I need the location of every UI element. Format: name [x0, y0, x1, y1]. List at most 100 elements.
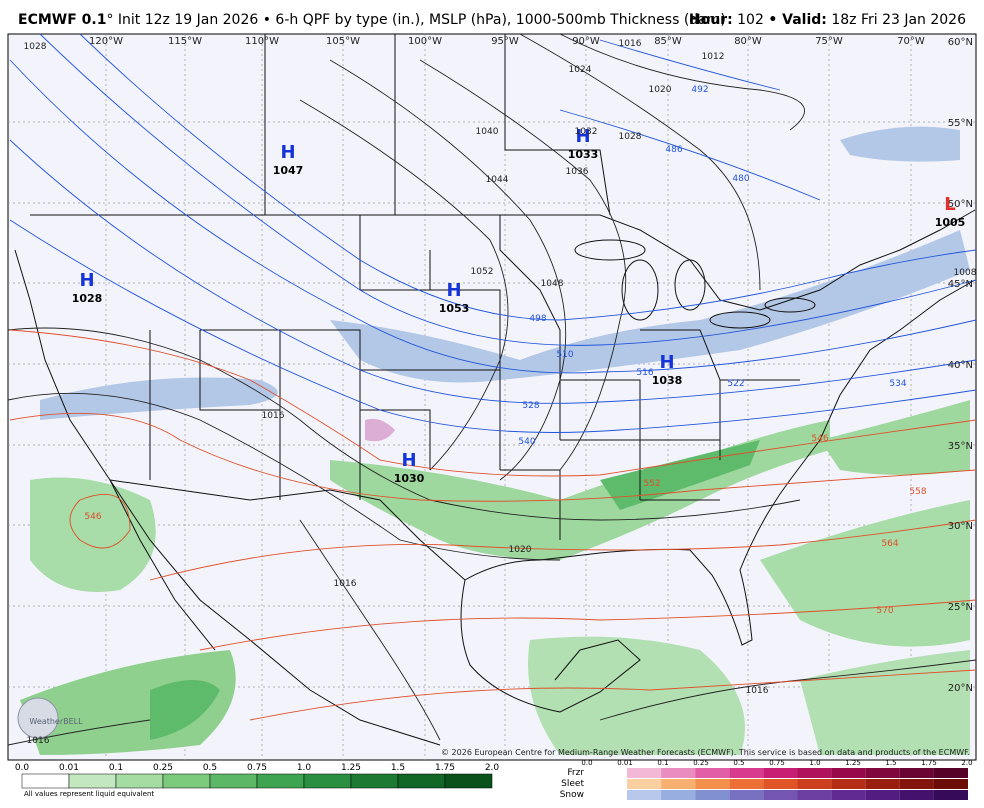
type-tick: 1.5	[885, 760, 896, 767]
type-swatch	[933, 779, 968, 789]
isobar-label: 1052	[471, 267, 494, 277]
precipitation	[20, 126, 970, 755]
latitude-label: 20°N	[948, 683, 973, 694]
rain-tick: 0.0	[15, 763, 30, 773]
pressure-letter: H	[79, 270, 94, 291]
pressure-value: 1005	[935, 216, 966, 229]
type-swatch	[865, 790, 900, 800]
type-tick: 1.75	[921, 760, 937, 767]
type-swatch	[763, 768, 798, 778]
type-tick: 0.5	[733, 760, 744, 767]
valid: 18z Fri 23 Jan 2026	[831, 12, 966, 28]
longitude-label: 70°W	[897, 36, 925, 47]
type-tick: 0.0	[581, 760, 592, 767]
type-swatch	[695, 768, 730, 778]
isobar-label: 1036	[566, 167, 589, 177]
isobar-label: 1048	[541, 279, 564, 289]
rain-tick: 1.5	[391, 763, 405, 773]
type-swatch	[797, 790, 832, 800]
latitude-label: 55°N	[948, 118, 973, 129]
boundaries	[14, 34, 976, 746]
pressure-value: 1053	[439, 302, 470, 315]
rain-swatch	[209, 773, 258, 789]
isobar-label: 1008	[954, 268, 977, 278]
type-swatch	[695, 790, 730, 800]
pressure-value: 1047	[273, 164, 304, 177]
type-tick: 1.0	[809, 760, 820, 767]
thickness-label: 558	[909, 487, 926, 497]
type-tick: 0.01	[617, 760, 633, 767]
rain-swatch	[350, 773, 399, 789]
thickness-label: 528	[522, 401, 539, 411]
rain-swatch	[444, 773, 493, 789]
type-swatch	[797, 768, 832, 778]
pressure-value: 1028	[72, 292, 103, 305]
longitude-label: 80°W	[734, 36, 762, 47]
type-swatch	[661, 768, 696, 778]
rain-swatch	[68, 773, 117, 789]
rain-tick: 2.0	[485, 763, 500, 773]
type-swatch	[865, 779, 900, 789]
rain-tick: 0.25	[153, 763, 173, 773]
isobar-label: 1040	[476, 127, 499, 137]
copyright: © 2026 European Centre for Medium-Range …	[441, 748, 970, 757]
type-swatch	[729, 790, 764, 800]
type-swatch	[729, 779, 764, 789]
type-swatch	[627, 768, 662, 778]
header-right: Hour: 102 • Valid: 18z Fri 23 Jan 2026	[689, 12, 966, 28]
pressure-value: 1038	[652, 374, 683, 387]
type-tick: 2.0	[961, 760, 972, 767]
latitude-label: 35°N	[948, 441, 973, 452]
isobar-label: 1016	[334, 579, 357, 589]
rain-tick: 1.75	[435, 763, 455, 773]
pressure-letter: H	[401, 450, 416, 471]
longitude-label: 100°W	[408, 36, 442, 47]
thickness-label: 510	[556, 350, 573, 360]
type-swatch	[763, 779, 798, 789]
rain-tick: 1.0	[297, 763, 312, 773]
pressure-letter: H	[446, 280, 461, 301]
brand-logo	[17, 697, 59, 739]
type-tick: 1.25	[845, 760, 861, 767]
type-swatch	[729, 768, 764, 778]
header-left: ECMWF 0.1° Init 12z 19 Jan 2026 • 6-h QP…	[18, 12, 726, 28]
isobar-label: 1024	[569, 65, 592, 75]
pressure-letter: L	[944, 194, 955, 215]
isobar-label: 1028	[24, 42, 47, 52]
type-tick: 0.25	[693, 760, 709, 767]
thickness-label: 546	[811, 434, 828, 444]
type-row-label: Snow	[560, 790, 584, 800]
latitude-label: 50°N	[948, 199, 973, 210]
thickness-label: 552	[643, 479, 660, 489]
thickness-label: 534	[889, 379, 906, 389]
isobar-label: 1020	[509, 545, 532, 555]
type-swatch	[899, 790, 934, 800]
rain-swatch	[162, 773, 211, 789]
longitude-label: 95°W	[491, 36, 519, 47]
type-tick: 0.75	[769, 760, 785, 767]
type-swatch	[627, 779, 662, 789]
pressure-letter: H	[575, 126, 590, 147]
isobar-label: 1028	[619, 132, 642, 142]
rain-swatch	[303, 773, 352, 789]
brand: WeatherBELL	[29, 717, 83, 726]
isobar-label: 1016	[262, 411, 285, 421]
type-swatch	[899, 768, 934, 778]
rain-swatch	[256, 773, 305, 789]
valid-label: • Valid:	[768, 12, 827, 28]
thickness-label: 540	[518, 437, 535, 447]
thickness-label: 486	[665, 145, 682, 155]
pressure-letter: H	[659, 352, 674, 373]
thickness-cold	[9, 33, 977, 433]
latitude-label: 25°N	[948, 602, 973, 613]
type-swatch	[933, 768, 968, 778]
legend-note: All values represent liquid equivalent	[24, 790, 154, 798]
type-swatch	[695, 779, 730, 789]
model: ECMWF 0.1	[18, 12, 107, 28]
isobar-label: 1016	[619, 39, 642, 49]
type-row-label: Sleet	[561, 779, 584, 789]
isobar-label: 1032	[575, 127, 598, 137]
type-swatch	[865, 768, 900, 778]
latitude-label: 30°N	[948, 521, 973, 532]
